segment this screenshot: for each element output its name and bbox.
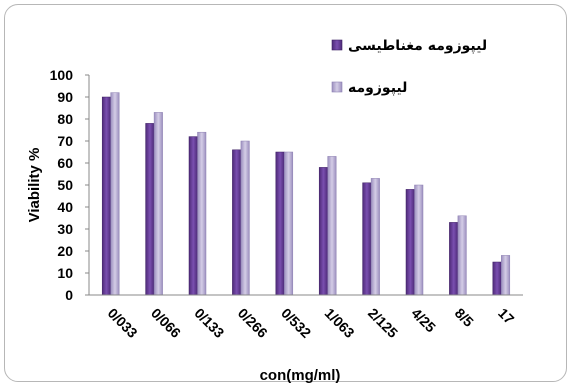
y-tick-label: 20 bbox=[57, 243, 73, 259]
bar-series-1-4 bbox=[275, 151, 285, 296]
bar-series-2-4 bbox=[284, 151, 294, 296]
bar-series-1-9 bbox=[492, 261, 502, 296]
bar-series-2-6 bbox=[370, 178, 380, 296]
bar-series-1-6 bbox=[362, 182, 372, 296]
y-tick-label: 100 bbox=[50, 67, 74, 83]
x-axis-title: con(mg/ml) bbox=[260, 367, 341, 384]
x-tick-label: 0/266 bbox=[235, 305, 271, 341]
bar-series-1-0 bbox=[101, 96, 111, 296]
y-tick-label: 40 bbox=[57, 199, 73, 215]
y-tick-label: 70 bbox=[57, 133, 73, 149]
x-tick-label: 1/063 bbox=[322, 305, 358, 341]
legend: لیپوزومه مغناطیسی لیپوزومه bbox=[331, 38, 487, 96]
bar-series-2-5 bbox=[327, 156, 337, 296]
x-tick-label: 0/133 bbox=[191, 305, 227, 341]
x-tick-label: 0/033 bbox=[105, 305, 141, 341]
y-tick-labels: 0 10 20 30 40 50 60 70 80 90 100 bbox=[50, 67, 89, 303]
x-tick-label: 0/066 bbox=[148, 305, 184, 341]
bar-series-1-8 bbox=[449, 222, 459, 296]
bar-series-2-3 bbox=[240, 140, 250, 296]
bar-series-2-8 bbox=[457, 215, 467, 296]
x-tick-label: 8/5 bbox=[452, 305, 477, 330]
legend-swatch-series-1 bbox=[331, 39, 343, 51]
bar-series-1-3 bbox=[232, 149, 242, 296]
y-tick-label: 90 bbox=[57, 89, 73, 105]
y-axis-title: Viability % bbox=[26, 148, 43, 223]
bars-group bbox=[101, 92, 511, 296]
bar-series-2-1 bbox=[153, 112, 163, 296]
y-tick-label: 30 bbox=[57, 221, 73, 237]
bar-series-1-1 bbox=[145, 123, 155, 296]
x-tick-label: 17 bbox=[495, 305, 517, 327]
bar-series-1-7 bbox=[405, 189, 415, 296]
bar-series-2-2 bbox=[197, 131, 207, 296]
y-tick-label: 80 bbox=[57, 111, 73, 127]
bar-series-2-9 bbox=[501, 255, 511, 296]
x-tick-label: 0/532 bbox=[278, 305, 314, 341]
x-tick-label: 2/125 bbox=[365, 305, 401, 341]
y-tick-label: 50 bbox=[57, 177, 73, 193]
y-tick-label: 0 bbox=[65, 287, 73, 303]
x-tick-label: 4/25 bbox=[408, 305, 439, 336]
legend-swatch-series-2 bbox=[331, 81, 343, 93]
y-tick-label: 60 bbox=[57, 155, 73, 171]
bar-series-1-5 bbox=[318, 167, 328, 296]
bar-series-2-7 bbox=[414, 184, 424, 296]
x-tick-labels: 0/033 0/066 0/133 0/266 0/532 1/063 2/125 4/25 8… bbox=[105, 305, 518, 341]
legend-label-series-2: لیپوزومه bbox=[348, 80, 407, 96]
legend-label-series-1: لیپوزومه مغناطیسی bbox=[348, 38, 487, 54]
y-tick-label: 10 bbox=[57, 265, 73, 281]
bar-series-2-0 bbox=[110, 92, 120, 296]
bar-series-1-2 bbox=[188, 136, 198, 296]
